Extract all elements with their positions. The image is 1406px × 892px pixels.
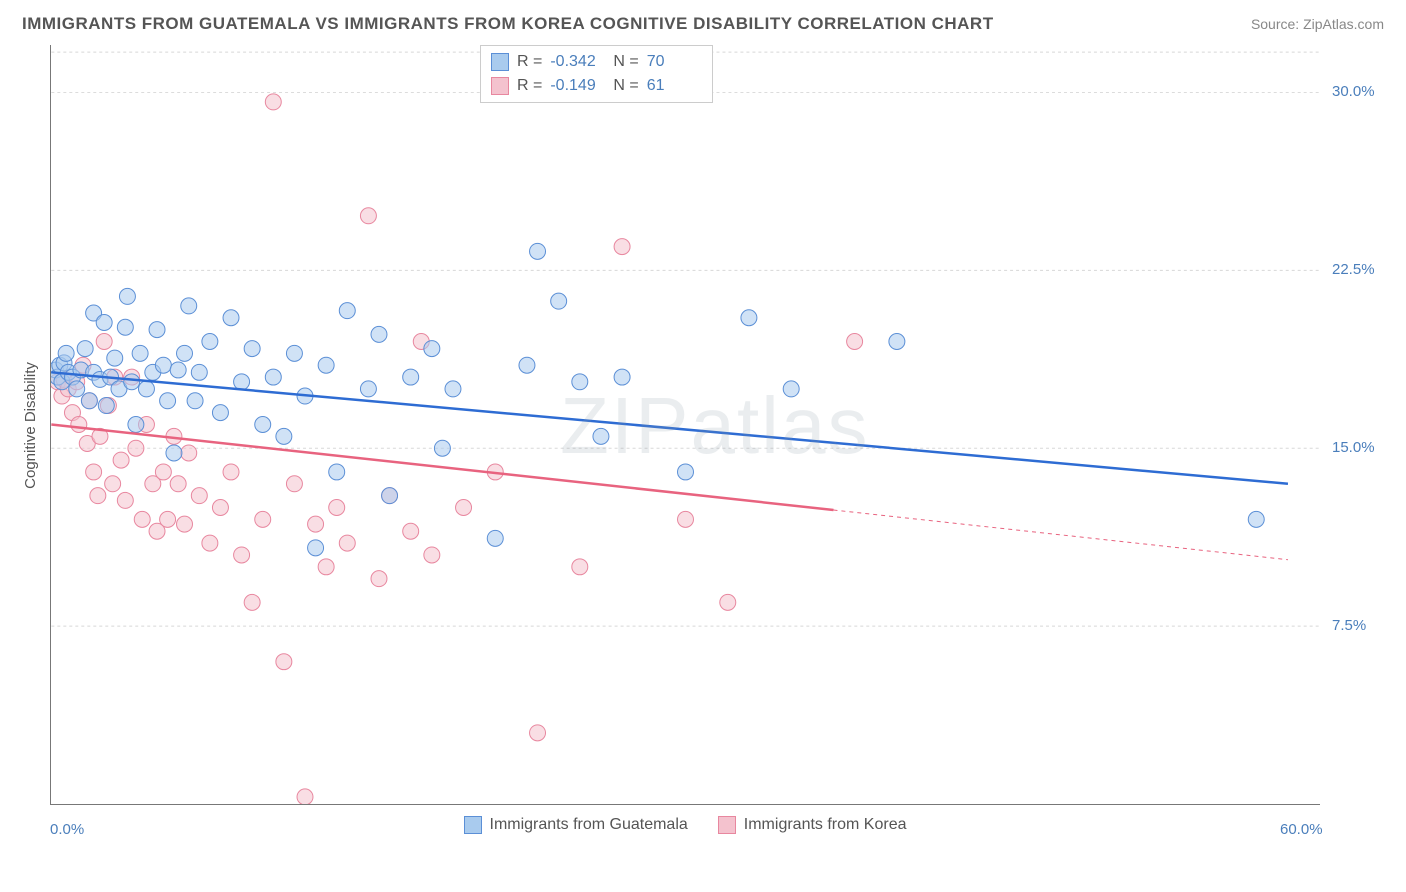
swatch-guatemala xyxy=(491,53,509,71)
y-tick-label: 30.0% xyxy=(1332,83,1375,100)
n-label: N = xyxy=(613,50,638,74)
swatch-korea-icon xyxy=(718,816,736,834)
chart-svg xyxy=(51,45,1320,804)
y-axis-label: Cognitive Disability xyxy=(22,362,39,489)
n-value-guatemala: 70 xyxy=(647,50,702,74)
swatch-guatemala-icon xyxy=(464,816,482,834)
y-axis-label-container: Cognitive Disability xyxy=(20,45,40,805)
n-value-korea: 61 xyxy=(647,74,702,98)
y-tick-label: 15.0% xyxy=(1332,439,1375,456)
source-label: Source: ZipAtlas.com xyxy=(1251,16,1384,32)
legend-row-korea: R = -0.149 N = 61 xyxy=(491,74,702,98)
r-value-guatemala: -0.342 xyxy=(550,50,605,74)
r-value-korea: -0.149 xyxy=(550,74,605,98)
legend-item-guatemala: Immigrants from Guatemala xyxy=(464,816,688,834)
y-tick-label: 22.5% xyxy=(1332,261,1375,278)
x-tick-label: 0.0% xyxy=(50,821,84,838)
series-legend: Immigrants from Guatemala Immigrants fro… xyxy=(50,816,1320,834)
x-tick-label: 60.0% xyxy=(1280,821,1323,838)
legend-label-korea: Immigrants from Korea xyxy=(744,816,907,834)
chart-plot-area xyxy=(50,45,1320,805)
correlation-legend: R = -0.342 N = 70 R = -0.149 N = 61 xyxy=(480,45,713,103)
chart-title: IMMIGRANTS FROM GUATEMALA VS IMMIGRANTS … xyxy=(22,14,994,34)
legend-row-guatemala: R = -0.342 N = 70 xyxy=(491,50,702,74)
legend-item-korea: Immigrants from Korea xyxy=(718,816,907,834)
r-label: R = xyxy=(517,74,542,98)
swatch-korea xyxy=(491,77,509,95)
n-label: N = xyxy=(613,74,638,98)
y-tick-label: 7.5% xyxy=(1332,617,1366,634)
r-label: R = xyxy=(517,50,542,74)
legend-label-guatemala: Immigrants from Guatemala xyxy=(490,816,688,834)
